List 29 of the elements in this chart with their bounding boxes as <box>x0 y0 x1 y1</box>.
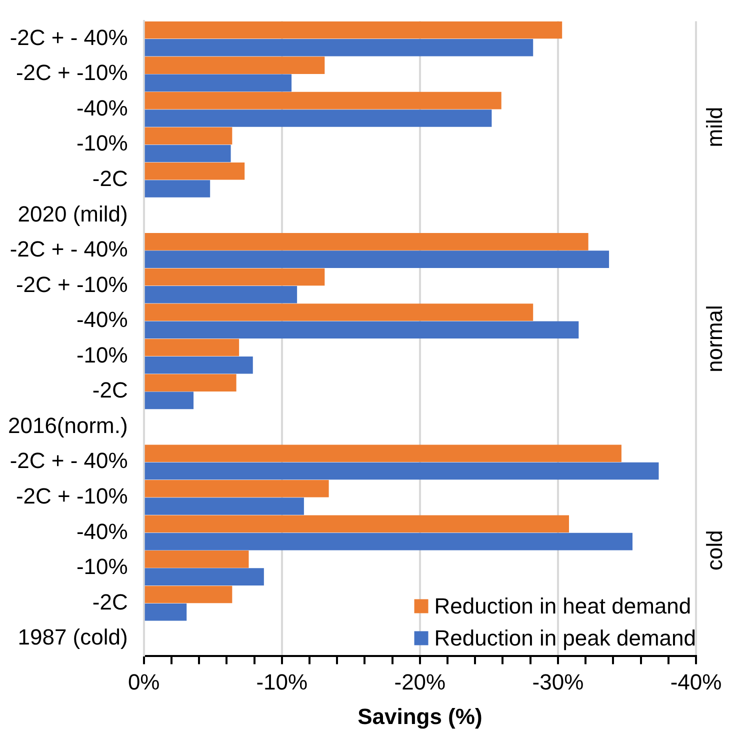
x-tick-label: -40% <box>670 669 722 694</box>
x-tick-label: -20% <box>394 669 446 694</box>
text: mild <box>702 106 728 148</box>
y-tick-label: -2C + -10% <box>16 60 128 86</box>
y-tick-label: -2C + - 40% <box>10 236 128 262</box>
x-tick-label: -10% <box>256 669 308 694</box>
y-tick-label: -2C <box>92 378 128 403</box>
y-tick-label: -40% <box>76 95 128 120</box>
y-tick-label: -10% <box>76 554 128 580</box>
x-axis-title: Savings (%) <box>358 704 482 729</box>
y-tick-label: -2C + - 40% <box>10 448 128 474</box>
y-tick-label: 2016(norm.) <box>8 412 128 438</box>
y-tick-label: -2C + -10% <box>16 272 128 297</box>
y-tick-label: -2C <box>92 166 128 192</box>
x-tick-label: 0% <box>128 669 160 694</box>
text: normal <box>702 305 728 372</box>
text: cold <box>702 530 728 571</box>
y-tick-label: 1987 (cold) <box>18 624 128 650</box>
y-tick-label: 2020 (mild) <box>18 201 128 226</box>
legend-label: Reduction in peak demand <box>434 625 696 650</box>
legend-label: Reduction in heat demand <box>434 593 692 618</box>
y-tick-label: -10% <box>76 342 128 368</box>
y-tick-label: -2C + -10% <box>16 484 128 509</box>
y-tick-label: -40% <box>76 518 128 544</box>
y-tick-label: -2C <box>92 589 128 614</box>
y-tick-label: -40% <box>76 307 128 332</box>
y-tick-label: -10% <box>76 130 128 156</box>
x-tick-label: -30% <box>532 669 584 694</box>
y-tick-label: -2C + - 40% <box>10 24 128 50</box>
